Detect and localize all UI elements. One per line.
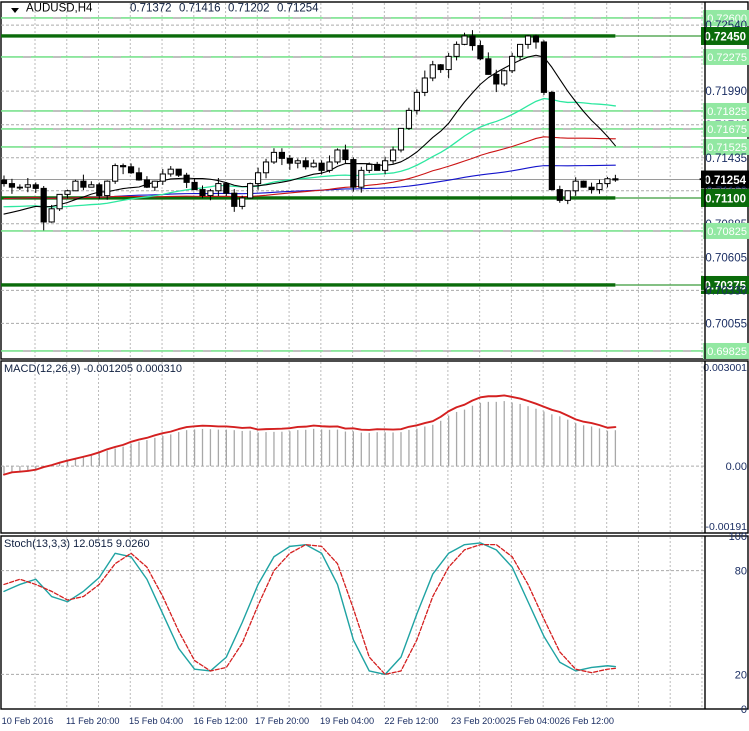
svg-text:AUDUSD,H4: AUDUSD,H4 <box>26 3 93 15</box>
svg-text:15 Feb 04:00: 15 Feb 04:00 <box>129 716 183 726</box>
svg-text:0.00: 0.00 <box>726 461 747 473</box>
svg-text:0.71416: 0.71416 <box>179 3 221 15</box>
svg-text:0.70055: 0.70055 <box>705 318 747 330</box>
svg-text:100: 100 <box>729 531 747 543</box>
svg-text:0.71435: 0.71435 <box>705 153 747 165</box>
svg-text:22 Feb 12:00: 22 Feb 12:00 <box>384 716 438 726</box>
svg-text:0.69825: 0.69825 <box>707 346 747 358</box>
svg-text:Stoch(13,3,3) 12.0515 9.0260: Stoch(13,3,3) 12.0515 9.0260 <box>4 538 150 550</box>
svg-text:20: 20 <box>735 669 747 681</box>
svg-text:11 Feb 20:00: 11 Feb 20:00 <box>66 716 119 726</box>
svg-text:0.71202: 0.71202 <box>228 3 270 15</box>
svg-text:10 Feb 2016: 10 Feb 2016 <box>2 716 54 726</box>
svg-text:0.70825: 0.70825 <box>707 226 747 238</box>
svg-text:0.71372: 0.71372 <box>130 3 172 15</box>
svg-text:25 Feb 04:00: 25 Feb 04:00 <box>506 716 560 726</box>
svg-text:0.71825: 0.71825 <box>707 106 747 118</box>
svg-text:16 Feb 12:00: 16 Feb 12:00 <box>194 716 248 726</box>
svg-text:0.72450: 0.72450 <box>704 31 746 43</box>
svg-text:0.71254: 0.71254 <box>277 3 319 15</box>
svg-text:MACD(12,26,9) -0.001205 0.0003: MACD(12,26,9) -0.001205 0.000310 <box>4 363 182 375</box>
svg-text:0.70330: 0.70330 <box>705 285 747 297</box>
svg-text:0.72275: 0.72275 <box>707 52 747 64</box>
svg-text:17 Feb 20:00: 17 Feb 20:00 <box>255 716 309 726</box>
svg-text:0.71990: 0.71990 <box>705 86 747 98</box>
svg-text:26 Feb 12:00: 26 Feb 12:00 <box>560 716 614 726</box>
svg-text:0.003001: 0.003001 <box>703 362 747 374</box>
svg-text:0: 0 <box>741 704 747 716</box>
svg-text:19 Feb 04:00: 19 Feb 04:00 <box>320 716 374 726</box>
svg-text:0.70605: 0.70605 <box>705 252 747 264</box>
svg-text:0.71675: 0.71675 <box>707 124 747 136</box>
svg-text:23 Feb 20:00: 23 Feb 20:00 <box>451 716 505 726</box>
svg-text:0.71100: 0.71100 <box>705 193 746 205</box>
svg-text:80: 80 <box>735 566 747 578</box>
